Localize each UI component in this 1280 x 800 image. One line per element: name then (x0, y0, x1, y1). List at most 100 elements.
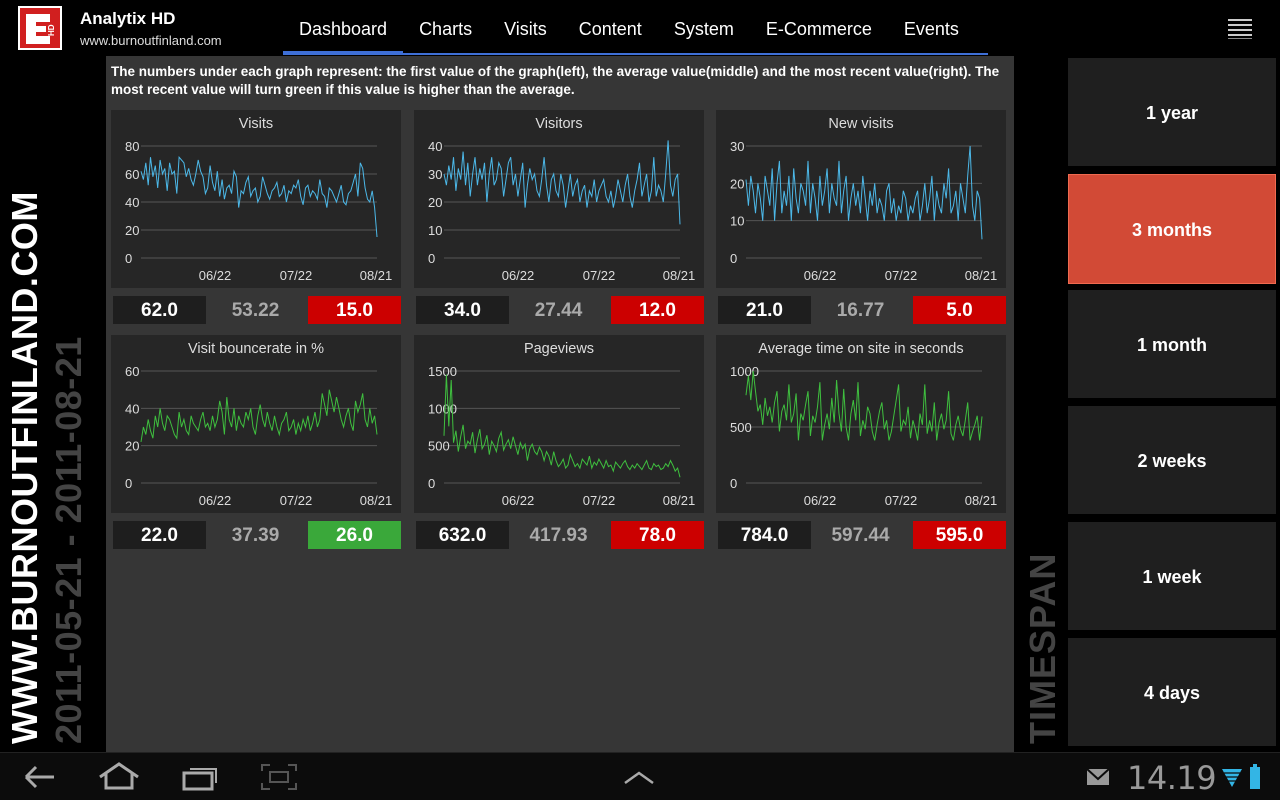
tab-ecommerce[interactable]: E-Commerce (765, 19, 872, 39)
y-tick-label: 0 (730, 476, 737, 491)
clock: 14.19 (1127, 759, 1217, 797)
tab-events[interactable]: Events (903, 19, 959, 39)
x-tick-label: 08/21 (965, 268, 998, 283)
x-tick-label: 07/22 (280, 268, 313, 283)
chart-title: Visitors (535, 116, 583, 132)
x-tick-label: 07/22 (885, 493, 918, 508)
chart-visit-bouncerate-in: 0 20 40 60 06/22 07/22 08/21 (125, 364, 392, 508)
home-icon[interactable] (96, 761, 142, 791)
x-tick-label: 06/22 (199, 268, 232, 283)
y-tick-label: 20 (125, 439, 139, 454)
y-tick-label: 10 (428, 223, 442, 238)
chart-title: Pageviews (523, 341, 595, 357)
chart-card-visits[interactable]: 0 20 40 60 80 06/22 07/22 08/21 Visits (111, 110, 401, 288)
y-tick-label: 20 (730, 176, 744, 191)
chart-title: Visits (238, 116, 274, 132)
y-tick-label: 0 (428, 251, 435, 266)
y-tick-label: 80 (125, 139, 139, 154)
stat-average-value: 53.22 (231, 300, 280, 321)
x-tick-label: 07/22 (885, 268, 918, 283)
y-tick-label: 500 (428, 439, 450, 454)
x-tick-label: 07/22 (280, 493, 313, 508)
y-tick-label: 1500 (428, 364, 457, 379)
timespan-2-weeks-button[interactable]: 2 weeks (1068, 406, 1276, 516)
timespan-1-week-button[interactable]: 1 week (1068, 522, 1276, 632)
tab-underline (283, 53, 988, 55)
tab-dashboard[interactable]: Dashboard (283, 0, 404, 56)
chart-card-visitors[interactable]: 0 10 20 30 40 06/22 07/22 08/21 Visitors (414, 110, 704, 288)
y-tick-label: 0 (125, 476, 132, 491)
stat-recent-value: 595.0 (913, 521, 1006, 549)
stat-recent-value: 78.0 (611, 521, 704, 549)
timespan-1-month-button[interactable]: 1 month (1068, 290, 1276, 400)
y-tick-label: 500 (730, 420, 752, 435)
stat-recent-value: 26.0 (308, 521, 401, 549)
series-line (443, 374, 681, 478)
x-tick-label: 08/21 (965, 493, 998, 508)
x-tick-label: 06/22 (502, 493, 535, 508)
chart-title: Average time on site in seconds (758, 341, 964, 357)
stat-recent-value: 5.0 (913, 296, 1006, 324)
chart-card-pageviews[interactable]: 0 500 1000 1500 06/22 07/22 08/21 Pageviews (414, 335, 704, 513)
app-logo-icon[interactable]: HD (18, 6, 62, 50)
tab-charts[interactable]: Charts (419, 19, 473, 39)
chart-card-average-time-on-site-in-seconds[interactable]: 0 500 1000 06/22 07/22 08/21 Average time on s… (716, 335, 1006, 513)
timespan-label: TIMESPAN (1022, 552, 1063, 744)
y-tick-label: 30 (730, 139, 744, 154)
mail-icon[interactable] (1086, 767, 1110, 787)
x-tick-label: 06/22 (804, 268, 837, 283)
back-icon[interactable] (22, 763, 58, 791)
recent-apps-icon[interactable] (180, 763, 220, 791)
stat-average-value: 37.39 (231, 525, 280, 546)
y-tick-label: 20 (125, 223, 139, 238)
banner-date-range: 2011-05-21 - 2011-08-21 (48, 336, 89, 744)
app-logo-text: HD (47, 24, 56, 36)
y-tick-label: 10 (730, 214, 744, 229)
overflow-menu-icon[interactable] (1228, 18, 1252, 40)
series-line (745, 145, 983, 240)
chart-title: New visits (828, 116, 894, 132)
y-tick-label: 60 (125, 167, 139, 182)
stat-first-value: 62.0 (113, 296, 206, 324)
up-chevron-icon[interactable] (622, 767, 656, 787)
timespan-4-days-button[interactable]: 4 days (1068, 638, 1276, 748)
y-tick-label: 40 (125, 401, 139, 416)
stat-recent-value: 15.0 (308, 296, 401, 324)
chart-visits: 0 20 40 60 80 06/22 07/22 08/21 (125, 139, 393, 283)
timespan-1-year-button[interactable]: 1 year (1068, 58, 1276, 168)
x-tick-label: 06/22 (502, 268, 535, 283)
y-tick-label: 30 (428, 167, 442, 182)
tab-bar: Dashboard Charts Visits Content System E… (283, 0, 975, 56)
screenshot-icon[interactable] (260, 763, 298, 791)
timespan-3-months-button[interactable]: 3 months (1068, 174, 1276, 284)
series-line (140, 155, 378, 238)
chart-title: Visit bouncerate in % (188, 341, 324, 357)
banner-site-url: WWW.BURNOUTFINLAND.COM (4, 191, 45, 744)
wifi-icon (1222, 769, 1242, 787)
chart-card-visit-bouncerate-in[interactable]: 0 20 40 60 06/22 07/22 08/21 Visit bouncerate i… (111, 335, 401, 513)
y-tick-label: 60 (125, 364, 139, 379)
stat-average-value: 16.77 (836, 300, 885, 321)
chart-visitors: 0 10 20 30 40 06/22 07/22 08/21 (428, 139, 695, 283)
app-title: Analytix HD (80, 9, 176, 28)
timespan-label-container: TIMESPAN (1014, 56, 1066, 752)
y-tick-label: 0 (730, 251, 737, 266)
dashboard-panel: The numbers under each graph represent: … (106, 56, 1014, 752)
tab-content[interactable]: Content (578, 19, 642, 39)
series-line (140, 389, 378, 442)
stat-first-value: 632.0 (416, 521, 509, 549)
x-tick-label: 07/22 (583, 268, 616, 283)
tab-visits[interactable]: Visits (504, 19, 547, 39)
stat-first-value: 34.0 (416, 296, 509, 324)
chart-card-new-visits[interactable]: 0 10 20 30 06/22 07/22 08/21 New visits (716, 110, 1006, 288)
stat-average-value: 417.93 (529, 525, 588, 546)
app-subtitle: www.burnoutfinland.com (80, 33, 222, 48)
stat-recent-value: 12.0 (611, 296, 704, 324)
series-line (443, 140, 681, 225)
x-tick-label: 08/21 (360, 268, 393, 283)
x-tick-label: 07/22 (583, 493, 616, 508)
system-navigation-bar: 14.19 (0, 752, 1280, 800)
tab-system[interactable]: System (673, 19, 734, 39)
stat-first-value: 22.0 (113, 521, 206, 549)
